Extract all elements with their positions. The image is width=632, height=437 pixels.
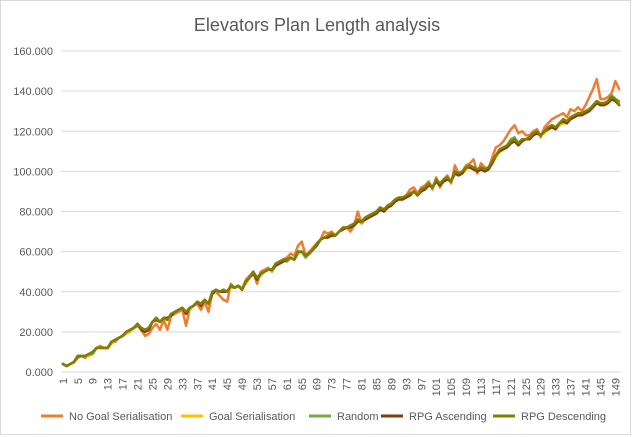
x-tick-label: 53 — [252, 378, 264, 390]
y-tick-label: 80.000 — [19, 207, 53, 219]
legend-label: No Goal Serialisation — [69, 411, 172, 423]
x-tick-label: 117 — [491, 378, 503, 396]
y-tick-label: 60.000 — [19, 247, 53, 259]
legend-item: RPG Descending — [493, 411, 606, 423]
legend-label: RPG Ascending — [409, 411, 487, 423]
x-tick-label: 57 — [267, 378, 279, 390]
x-tick-label: 45 — [222, 378, 234, 390]
x-tick-label: 49 — [237, 378, 249, 390]
legend-label: Goal Serialisation — [209, 411, 295, 423]
y-tick-label: 0.000 — [25, 367, 53, 379]
y-tick-label: 40.000 — [19, 287, 53, 299]
x-tick-label: 21 — [133, 378, 145, 390]
x-tick-label: 93 — [401, 378, 413, 390]
x-tick-label: 81 — [357, 378, 369, 390]
x-tick-label: 121 — [506, 378, 518, 396]
x-tick-label: 37 — [192, 378, 204, 390]
x-tick-label: 133 — [551, 378, 563, 396]
legend-item: Goal Serialisation — [181, 411, 295, 423]
x-tick-label: 17 — [118, 378, 130, 390]
x-tick-label: 113 — [476, 378, 488, 396]
axes: 0.000 20.000 40.000 60.000 80.000 100.000 120.… — [13, 46, 622, 396]
x-tick-label: 129 — [536, 378, 548, 396]
x-tick-label: 97 — [416, 378, 428, 390]
y-tick-label: 140.000 — [13, 86, 53, 98]
x-tick-label: 105 — [446, 378, 458, 396]
series-line-goal-serialisation — [61, 97, 621, 368]
x-tick-label: 85 — [371, 378, 383, 390]
x-tick-label: 77 — [342, 378, 354, 390]
legend-item: No Goal Serialisation — [41, 411, 172, 423]
gridlines — [61, 50, 621, 373]
x-tick-label: 1 — [58, 378, 70, 384]
x-tick-label: 89 — [386, 378, 398, 390]
x-tick-label: 29 — [162, 378, 174, 390]
legend: No Goal Serialisation Goal Serialisation R… — [41, 411, 606, 423]
legend-label: Random — [337, 411, 379, 423]
x-tick-label: 109 — [461, 378, 473, 396]
x-tick-label: 13 — [103, 378, 115, 390]
legend-item: RPG Ascending — [381, 411, 487, 423]
x-tick-label: 41 — [207, 378, 219, 390]
x-tick-label: 9 — [88, 378, 100, 384]
x-tick-label: 145 — [595, 378, 607, 396]
chart-title: Elevators Plan Length analysis — [194, 15, 440, 35]
x-tick-label: 141 — [581, 378, 593, 396]
legend-label: RPG Descending — [521, 411, 606, 423]
x-tick-label: 101 — [431, 378, 443, 396]
series-line-rpg-descending — [61, 95, 621, 368]
y-tick-label: 120.000 — [13, 126, 53, 138]
y-tick-label: 20.000 — [19, 327, 53, 339]
x-tick-label: 65 — [297, 378, 309, 390]
series-line-rpg-ascending — [61, 97, 621, 368]
y-tick-label: 160.000 — [13, 46, 53, 58]
x-tick-label: 137 — [566, 378, 578, 396]
x-tick-label: 61 — [282, 378, 294, 390]
series-lines — [61, 77, 621, 368]
x-tick-label: 33 — [177, 378, 189, 390]
y-tick-label: 100.000 — [13, 166, 53, 178]
x-tick-label: 149 — [610, 378, 622, 396]
x-tick-label: 25 — [147, 378, 159, 390]
x-tick-label: 5 — [73, 378, 85, 384]
x-tick-label: 69 — [312, 378, 324, 390]
series-line-no-goal-serialisation — [61, 77, 621, 368]
x-tick-label: 125 — [521, 378, 533, 396]
x-tick-label: 73 — [327, 378, 339, 390]
legend-item: Random — [309, 411, 379, 423]
